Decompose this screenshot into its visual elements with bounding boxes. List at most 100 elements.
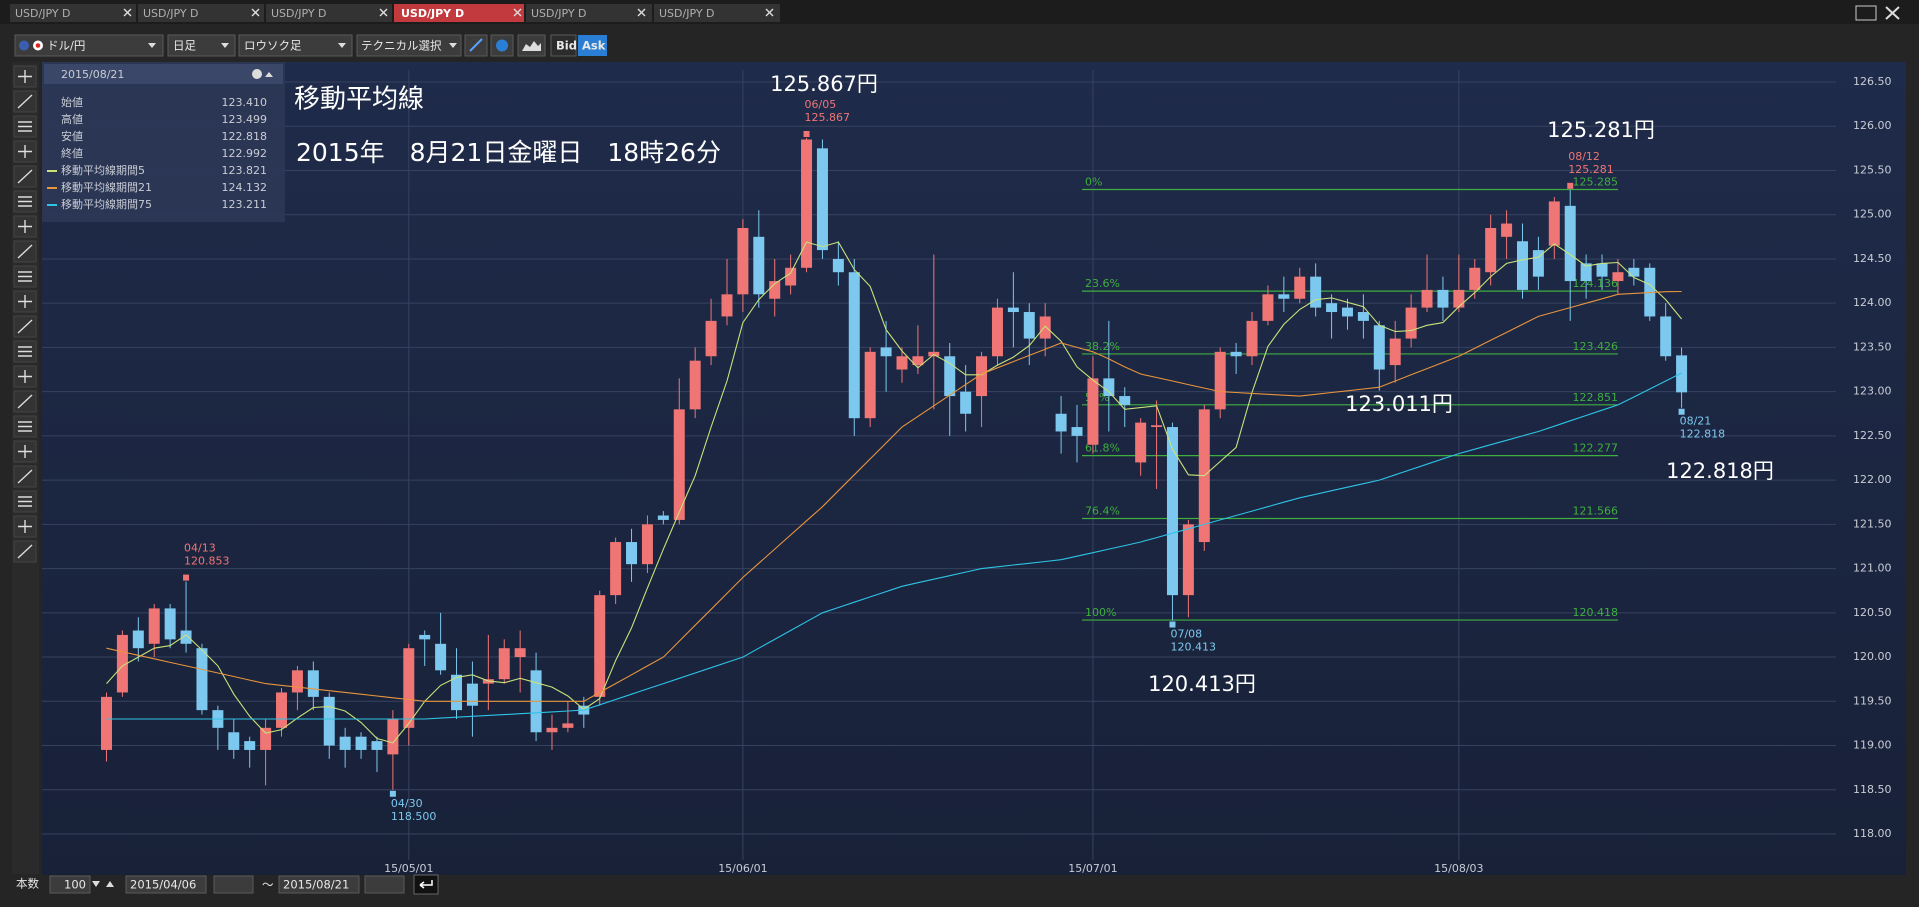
- price-annotation: 125.867円: [770, 72, 878, 96]
- fib-level-label: 23.6%: [1085, 277, 1120, 290]
- technical-select[interactable]: [356, 34, 462, 57]
- candle-body: [673, 409, 685, 520]
- tool-glyph: [18, 145, 32, 158]
- tool-glyph: [18, 271, 32, 282]
- candle-body: [339, 736, 351, 750]
- tab-bg: [394, 4, 524, 22]
- tab-bg: [138, 4, 264, 22]
- tab[interactable]: USD/JPY D: [266, 4, 392, 22]
- candle-body: [976, 356, 988, 397]
- dropdown-arrow: [338, 43, 346, 48]
- tool-glyph: [18, 121, 32, 132]
- tab-label: USD/JPY D: [15, 7, 71, 20]
- candle-body: [1485, 227, 1497, 273]
- tab[interactable]: USD/JPY D: [10, 4, 136, 22]
- candle-body: [1103, 378, 1115, 397]
- tab-label: USD/JPY D: [271, 7, 327, 20]
- y-tick-label: 121.50: [1853, 517, 1892, 530]
- candle-body: [419, 634, 431, 640]
- bid-button[interactable]: [550, 34, 577, 57]
- y-tick-label: 123.00: [1853, 385, 1892, 398]
- count-input[interactable]: [49, 875, 91, 894]
- chart-type-select[interactable]: [238, 34, 353, 57]
- tool-glyph: [17, 244, 33, 259]
- to-date: 2015/08/21: [283, 878, 349, 892]
- candle-body: [355, 736, 367, 750]
- info-value: 123.821: [222, 164, 268, 177]
- restore-button[interactable]: [1855, 5, 1877, 21]
- tab[interactable]: USD/JPY D: [526, 4, 652, 22]
- price-annotation: 125.281円: [1547, 118, 1655, 142]
- fib-level-label: 0%: [1085, 175, 1102, 188]
- candle-body: [451, 674, 463, 711]
- ask-button[interactable]: [578, 35, 607, 56]
- y-tick-label: 124.00: [1853, 296, 1892, 309]
- price-annotation: 122.818円: [1666, 459, 1774, 483]
- candle-body: [1310, 276, 1322, 308]
- tab[interactable]: USD/JPY D: [654, 4, 780, 22]
- info-value: 124.132: [222, 181, 268, 194]
- tab-label: USD/JPY D: [143, 7, 199, 20]
- y-tick-label: 121.00: [1853, 562, 1892, 575]
- count-arrows[interactable]: [92, 881, 114, 887]
- info-panel-bg: [42, 62, 285, 222]
- from-time[interactable]: [213, 875, 254, 894]
- candle-body: [1039, 316, 1051, 339]
- range-tilde: 〜: [262, 878, 274, 892]
- candle-body: [610, 542, 622, 596]
- price-annotation: 123.011円: [1345, 392, 1453, 416]
- tab-close: [379, 8, 388, 17]
- y-tick-label: 118.50: [1853, 783, 1892, 796]
- pair-select[interactable]: [14, 34, 164, 57]
- candle-body: [1453, 289, 1465, 308]
- area-icon: [522, 41, 541, 51]
- to-time[interactable]: [364, 875, 405, 894]
- dropdown-arrow: [449, 43, 457, 48]
- tab[interactable]: USD/JPY D: [138, 4, 264, 22]
- candle-body: [832, 258, 844, 273]
- candle-body: [132, 630, 144, 649]
- tool-icons: [13, 65, 37, 563]
- tool-glyph: [18, 220, 32, 233]
- ma-line: [106, 290, 1682, 702]
- marker-date: 06/05: [805, 98, 837, 111]
- candle-body: [1007, 307, 1019, 313]
- count-value: 100: [64, 878, 86, 892]
- info-label: 終値: [61, 146, 83, 160]
- candle-body: [1516, 241, 1528, 290]
- to-input[interactable]: [278, 875, 360, 894]
- flag-us: [19, 40, 29, 51]
- candle-body: [466, 683, 478, 706]
- candle-body: [498, 648, 510, 680]
- legend-label: 移動平均線期間5: [61, 163, 145, 177]
- fib-value-label: 124.136: [1573, 277, 1619, 290]
- candle-body: [1501, 223, 1513, 237]
- fib-value-label: 121.566: [1573, 505, 1619, 518]
- from-input[interactable]: [125, 875, 207, 894]
- info-label: 始値: [61, 95, 83, 109]
- candle-body: [1612, 272, 1624, 282]
- marker-date: 08/12: [1568, 150, 1600, 163]
- candle-body: [1660, 316, 1672, 357]
- candle-body: [1437, 289, 1449, 308]
- tool-glyph: [17, 169, 33, 184]
- candle-body: [816, 148, 828, 251]
- y-tick-label: 123.50: [1853, 340, 1892, 353]
- x-tick-label: 15/07/01: [1068, 862, 1117, 875]
- close-button[interactable]: [1885, 6, 1900, 20]
- info-icon[interactable]: [252, 69, 262, 79]
- candle-body: [1564, 205, 1576, 282]
- tab-active[interactable]: USD/JPY D: [394, 4, 524, 22]
- candle-body: [1055, 413, 1067, 432]
- fib-value-label: 122.277: [1573, 442, 1619, 455]
- y-tick-label: 122.00: [1853, 473, 1892, 486]
- collapse-icon[interactable]: [265, 72, 273, 77]
- candle-body: [1548, 201, 1560, 246]
- period-select[interactable]: [167, 34, 236, 57]
- candle-body: [626, 542, 638, 565]
- candle-body: [228, 732, 240, 750]
- marker-date: 04/30: [391, 797, 423, 810]
- legend-label: 移動平均線期間21: [61, 180, 152, 194]
- info-label: 安値: [61, 129, 83, 143]
- x-tick-label: 15/06/01: [718, 862, 767, 875]
